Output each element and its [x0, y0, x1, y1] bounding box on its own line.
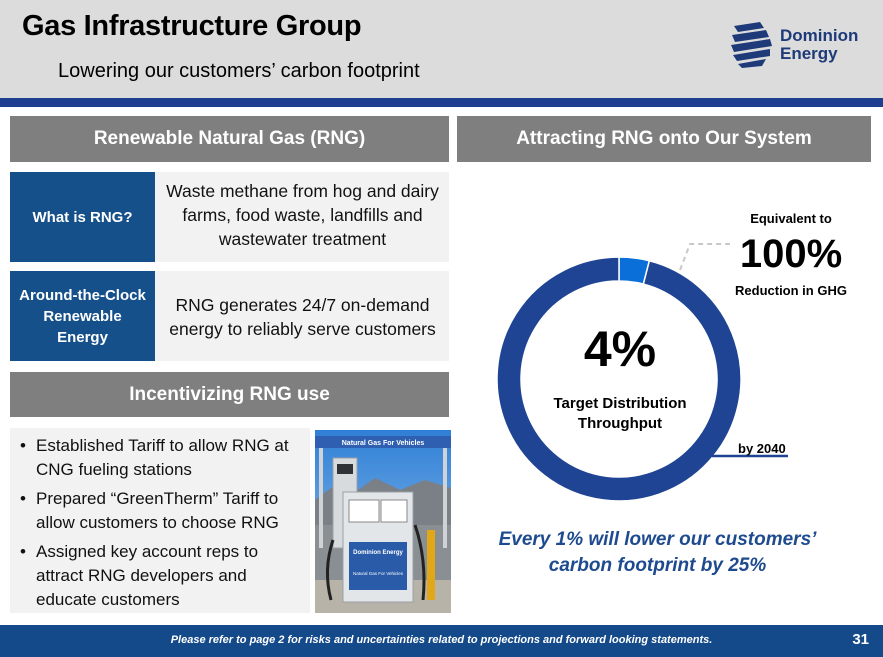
- logo-line-2: Energy: [780, 44, 838, 63]
- equivalent-value: 100%: [739, 232, 843, 276]
- logo-line-1: Dominion: [780, 26, 859, 45]
- page-number: 31: [852, 631, 869, 648]
- what-is-rng-label: What is RNG?: [10, 172, 155, 262]
- slide-title: Gas Infrastructure Group: [22, 10, 362, 42]
- bullet-item: Prepared “GreenTherm” Tariff to allow cu…: [10, 487, 310, 535]
- slide-header: Gas Infrastructure Group Lowering our cu…: [0, 0, 883, 98]
- what-is-rng-desc: Waste methane from hog and dairy farms, …: [166, 181, 439, 249]
- photo-panel-brand: Dominion Energy: [353, 550, 403, 556]
- incentivizing-header: Incentivizing RNG use: [10, 372, 449, 417]
- logo-wordmark: Dominion Energy: [780, 27, 858, 63]
- around-clock-desc: RNG generates 24/7 on-demand energy to r…: [169, 295, 436, 339]
- slide-footer: Please refer to page 2 for risks and unc…: [0, 625, 883, 657]
- dominion-logo-icon: [731, 22, 772, 68]
- center-label: Target Distribution Throughput: [553, 395, 687, 432]
- donut-slices: [496, 256, 742, 502]
- header-rule: [0, 98, 883, 107]
- throughput-donut-chart: [496, 256, 742, 502]
- photo-panel-text: Natural Gas For Vehicles: [353, 571, 404, 576]
- tagline: Every 1% will lower our customers’ carbo…: [498, 529, 817, 576]
- photo-sign-text: Natural Gas For Vehicles: [342, 440, 425, 447]
- bullet-item: Assigned key account reps to attract RNG…: [10, 540, 310, 612]
- attracting-rng-header: Attracting RNG onto Our System: [457, 116, 871, 162]
- donut-slice-remaining: [496, 256, 742, 502]
- around-clock-label: Around-the-Clock Renewable Energy: [10, 271, 155, 361]
- incentive-bullets: Established Tariff to allow RNG at CNG f…: [10, 428, 310, 613]
- disclaimer-note: Please refer to page 2 for risks and unc…: [170, 634, 713, 646]
- slide-subtitle: Lowering our customers’ carbon footprint: [58, 60, 420, 82]
- rng-section-header: Renewable Natural Gas (RNG): [10, 116, 449, 162]
- dominion-energy-logo: Dominion Energy: [730, 20, 870, 70]
- cng-station-photo: Natural Gas For Vehicles Dominion Energy…: [315, 430, 451, 613]
- equivalent-label: Equivalent to: [750, 211, 832, 226]
- reduction-label: Reduction in GHG: [735, 283, 847, 298]
- by-2040-label: by 2040: [738, 441, 786, 456]
- center-value: 4%: [583, 321, 657, 377]
- bullet-item: Established Tariff to allow RNG at CNG f…: [10, 434, 310, 482]
